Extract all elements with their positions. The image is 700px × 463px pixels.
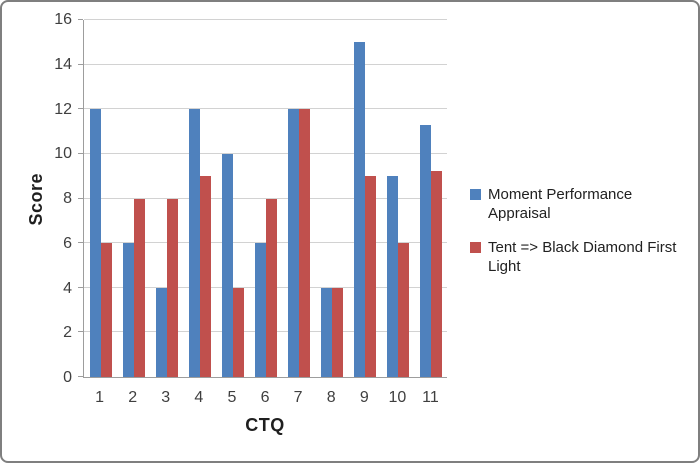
bar: [232, 287, 244, 377]
bar: [265, 198, 277, 377]
bar-group: [183, 20, 216, 377]
x-tick-labels: 1 2 3 4 5 6 7 8 9 10 11: [83, 389, 447, 407]
bar: [353, 42, 365, 377]
bar-group: [150, 20, 183, 377]
y-axis-tick-mark: [78, 286, 83, 288]
x-axis-title: CTQ: [245, 415, 285, 435]
bar: [419, 124, 431, 377]
bar: [386, 176, 398, 377]
bar: [430, 170, 442, 377]
y-axis-tick-mark: [78, 19, 83, 20]
plot-area: [78, 19, 447, 378]
x-tick-label: 5: [227, 389, 237, 406]
y-axis-tick-mark: [78, 331, 83, 333]
gridline: [84, 152, 447, 154]
bar: [133, 198, 145, 377]
bar-group: [348, 20, 381, 377]
x-tick-label: 1: [95, 389, 104, 406]
y-tick-label: 8: [63, 190, 72, 207]
bar: [331, 287, 343, 377]
x-tick-label: 9: [359, 389, 369, 406]
bar-group: [117, 20, 150, 377]
x-tick-label: 6: [260, 389, 270, 406]
y-tick-label: 6: [63, 234, 72, 252]
x-tick-label: 7: [293, 389, 303, 406]
bar-group: [84, 20, 117, 377]
legend-item: Tent => Black Diamond First Light: [470, 238, 692, 276]
bar-group: [282, 20, 315, 377]
y-tick-label: 10: [54, 145, 72, 163]
y-tick-labels: 0 2 4 6 8 10 12 14 16: [2, 12, 72, 386]
y-axis-tick-mark: [78, 242, 83, 244]
bar-group: [381, 20, 414, 377]
y-tick-label: 16: [54, 11, 72, 28]
y-tick-label: 0: [63, 369, 72, 386]
gridline: [84, 197, 447, 199]
bar: [298, 109, 310, 377]
bar: [397, 243, 409, 377]
bar: [89, 109, 101, 377]
bar: [100, 243, 112, 377]
gridline: [84, 19, 447, 20]
legend-label: Moment Performance Appraisal: [488, 186, 633, 222]
x-tick-label: 2: [128, 389, 138, 406]
x-tick-label: 10: [388, 389, 407, 406]
legend-swatch: [470, 189, 481, 200]
x-tick-label: 3: [161, 389, 171, 406]
x-tick-label: 8: [326, 389, 336, 406]
bar: [320, 287, 332, 377]
bar: [199, 176, 211, 377]
bar: [221, 153, 233, 377]
y-tick-label: 12: [54, 100, 72, 118]
chart-legend: Moment Performance Appraisal Tent => Blac…: [470, 185, 692, 276]
y-tick-label: 2: [63, 324, 72, 342]
legend-swatch: [470, 242, 481, 253]
bar: [188, 109, 200, 377]
legend-item: Moment Performance Appraisal: [470, 185, 692, 223]
y-axis-tick-mark: [78, 108, 83, 110]
bar-group: [315, 20, 348, 377]
y-axis-tick-mark: [78, 63, 83, 65]
y-axis-tick-mark: [78, 197, 83, 199]
y-axis-tick-mark: [78, 152, 83, 154]
y-tick-label: 4: [63, 279, 72, 297]
x-tick-label: 4: [194, 389, 204, 406]
gridline: [84, 63, 447, 65]
bar: [122, 243, 134, 377]
bar-group: [216, 20, 249, 377]
legend-label: Tent => Black Diamond First Light: [488, 239, 677, 275]
y-tick-label: 14: [54, 55, 72, 73]
x-tick-label: 11: [422, 389, 439, 406]
bar-group: [249, 20, 282, 377]
gridline: [84, 108, 447, 110]
bar: [155, 287, 167, 377]
bar: [166, 198, 178, 377]
bar: [254, 243, 266, 377]
bar-groups: [84, 20, 447, 377]
bar-group: [414, 20, 447, 377]
bar: [364, 176, 376, 377]
y-axis-tick-mark: [78, 376, 83, 377]
bar: [287, 109, 299, 377]
